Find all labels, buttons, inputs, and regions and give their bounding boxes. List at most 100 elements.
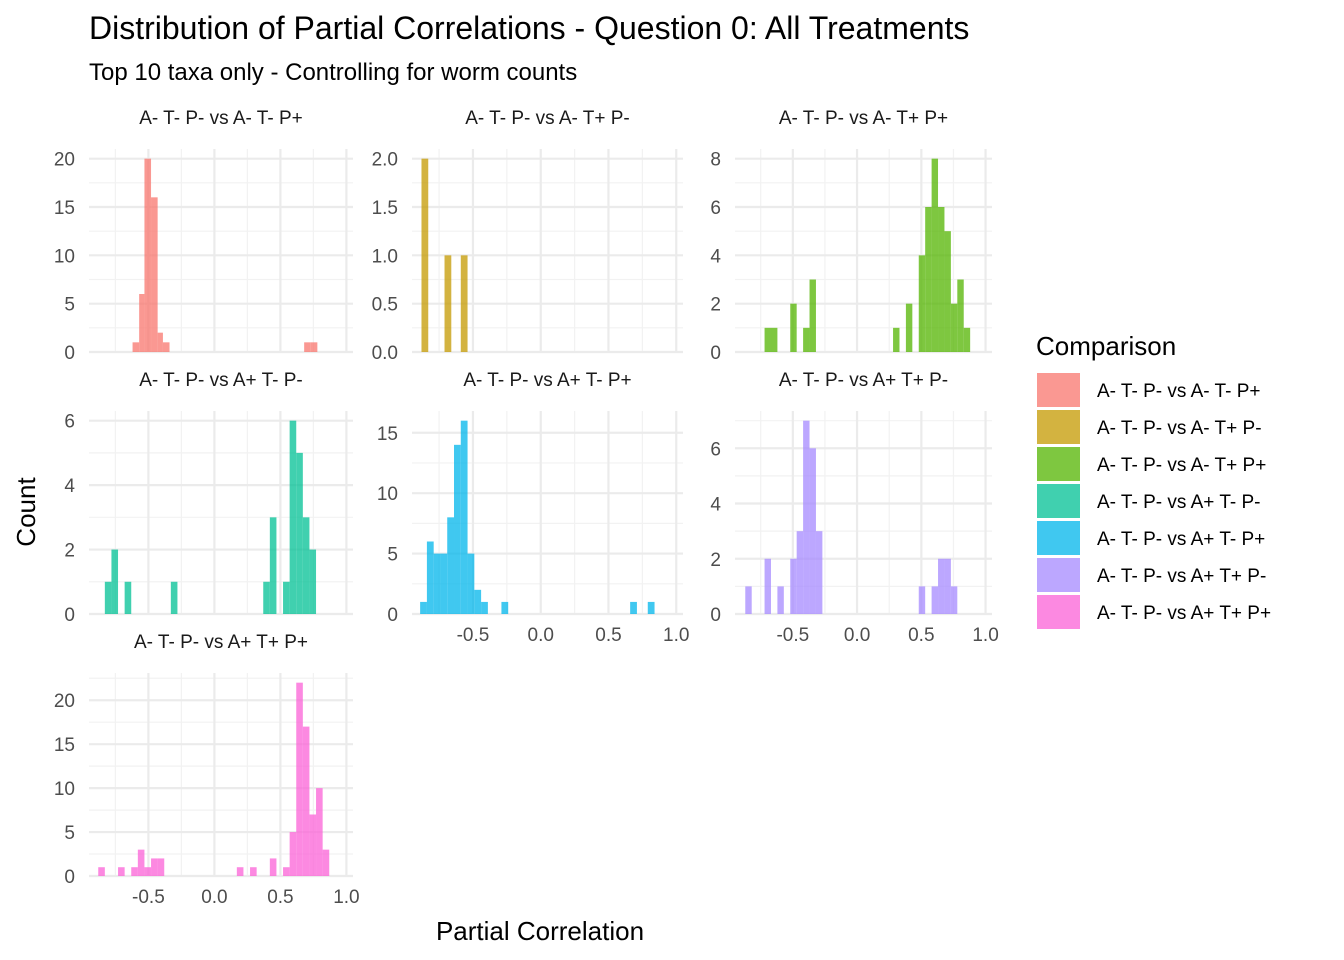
chart-title: Distribution of Partial Correlations - Q… xyxy=(89,10,970,46)
histogram-bar xyxy=(304,342,311,352)
histogram-bar xyxy=(957,279,964,352)
y-tick-label: 10 xyxy=(54,779,75,800)
legend-label: A- T- P- vs A+ T+ P- xyxy=(1097,566,1266,587)
y-tick-label: 6 xyxy=(710,198,721,219)
histogram-bar xyxy=(950,303,958,352)
histogram-bar xyxy=(803,420,810,614)
histogram-bar xyxy=(444,255,452,352)
y-tick-label: 0 xyxy=(64,605,75,626)
histogram-bar xyxy=(790,303,797,352)
histogram-bar xyxy=(162,342,170,352)
legend-key xyxy=(1037,521,1080,555)
histogram-bar xyxy=(809,279,816,352)
histogram-bar xyxy=(296,682,303,876)
histogram-bar xyxy=(777,586,784,614)
y-tick-label: 5 xyxy=(64,295,75,316)
histogram-bar xyxy=(790,558,797,614)
legend-entry: A- T- P- vs A- T+ P+ xyxy=(1037,447,1266,481)
histogram-bar xyxy=(440,553,448,614)
histogram-bar xyxy=(289,420,297,614)
y-tick-label: 0 xyxy=(64,343,75,364)
histogram-bar xyxy=(269,858,277,876)
histogram-bar xyxy=(630,601,637,614)
y-tick-label: 2 xyxy=(64,541,75,562)
legend-entry: A- T- P- vs A+ T- P+ xyxy=(1037,521,1265,555)
x-tick-label: 0.5 xyxy=(267,887,293,908)
histogram-bar xyxy=(770,327,778,352)
x-tick-label: -0.5 xyxy=(457,625,490,646)
histogram-bar xyxy=(433,553,441,614)
panel: A- T- P- vs A- T+ P- 0.0 0.5 1.0 1.5 2.0 xyxy=(372,108,683,364)
panel: A- T- P- vs A+ T+ P- 0 2 4 6 -0.5 0.0 0.5 1.0 xyxy=(710,370,998,646)
histogram-bar xyxy=(893,327,900,352)
histogram-bar xyxy=(118,867,125,876)
facet-strip-label: A- T- P- vs A+ T+ P+ xyxy=(134,632,308,653)
y-tick-label: 4 xyxy=(64,476,75,497)
y-tick-label: 6 xyxy=(64,412,75,433)
histogram-bar xyxy=(111,549,119,614)
histogram-bar xyxy=(745,586,752,614)
facet-strip-label: A- T- P- vs A- T+ P+ xyxy=(779,108,948,129)
histogram-bar xyxy=(269,517,277,614)
y-tick-label: 15 xyxy=(377,424,398,445)
histogram-bar xyxy=(454,444,461,614)
histogram-bar xyxy=(963,327,971,352)
histogram-bar xyxy=(420,601,427,614)
histogram-bar xyxy=(289,832,297,876)
y-tick-label: 15 xyxy=(54,735,75,756)
y-tick-label: 4 xyxy=(710,246,721,267)
legend-key xyxy=(1037,484,1080,518)
histogram-bar xyxy=(157,332,163,352)
y-tick-label: 2 xyxy=(710,550,721,571)
y-tick-label: 0 xyxy=(64,867,75,888)
histogram-bar xyxy=(250,867,257,876)
histogram-bar xyxy=(905,303,913,352)
histogram-bar xyxy=(131,867,138,876)
histogram-bar xyxy=(421,158,429,352)
y-axis-title: Count xyxy=(11,477,41,547)
histogram-bar xyxy=(283,867,290,876)
panel: A- T- P- vs A- T- P+ 0 5 10 15 20 xyxy=(54,108,353,364)
y-tick-label: 10 xyxy=(377,484,398,505)
legend-entry: A- T- P- vs A+ T- P- xyxy=(1037,484,1260,518)
histogram-bar xyxy=(316,788,323,876)
histogram-bar xyxy=(918,255,926,352)
x-tick-label: -0.5 xyxy=(132,887,165,908)
x-tick-label: -0.5 xyxy=(776,625,809,646)
y-tick-label: 5 xyxy=(387,545,398,566)
y-tick-label: 10 xyxy=(54,246,75,267)
histogram-bar xyxy=(474,589,482,614)
histogram-bar xyxy=(144,867,152,876)
histogram-bar xyxy=(137,849,145,876)
y-tick-label: 6 xyxy=(710,439,721,460)
x-tick-label: 0.5 xyxy=(595,625,621,646)
histogram-bar xyxy=(944,558,951,614)
histogram-bar xyxy=(236,867,244,876)
y-tick-label: 5 xyxy=(64,823,75,844)
histogram-bar xyxy=(460,420,468,614)
histogram-bar xyxy=(938,207,945,352)
histogram-bar xyxy=(132,342,140,352)
histogram-bar xyxy=(460,255,468,352)
histogram-bar xyxy=(144,158,152,352)
histogram-bar xyxy=(170,581,178,614)
histogram-bar xyxy=(764,558,771,614)
y-tick-label: 0.5 xyxy=(372,295,398,316)
y-tick-label: 0 xyxy=(710,343,721,364)
legend-key xyxy=(1037,373,1080,407)
panel: A- T- P- vs A+ T- P+ 0 5 10 15 -0.5 0.0 0.5 1.0 xyxy=(377,370,690,646)
facet-strip-label: A- T- P- vs A- T+ P- xyxy=(465,108,630,129)
panel: A- T- P- vs A+ T- P- 0 2 4 6 xyxy=(64,370,353,626)
histogram-bar xyxy=(157,858,165,876)
histogram-bar xyxy=(950,586,958,614)
y-tick-label: 0 xyxy=(710,605,721,626)
y-tick-label: 20 xyxy=(54,691,75,712)
x-tick-label: 0.0 xyxy=(201,887,227,908)
histogram-bar xyxy=(124,581,132,614)
panel: A- T- P- vs A+ T+ P+ 0 5 10 15 20 -0.5 0.0 0.5 1.… xyxy=(54,632,360,908)
histogram-bar xyxy=(309,549,317,614)
facet-strip-label: A- T- P- vs A+ T- P+ xyxy=(463,370,631,391)
histogram-bar xyxy=(764,327,771,352)
legend-label: A- T- P- vs A+ T+ P+ xyxy=(1097,603,1271,624)
